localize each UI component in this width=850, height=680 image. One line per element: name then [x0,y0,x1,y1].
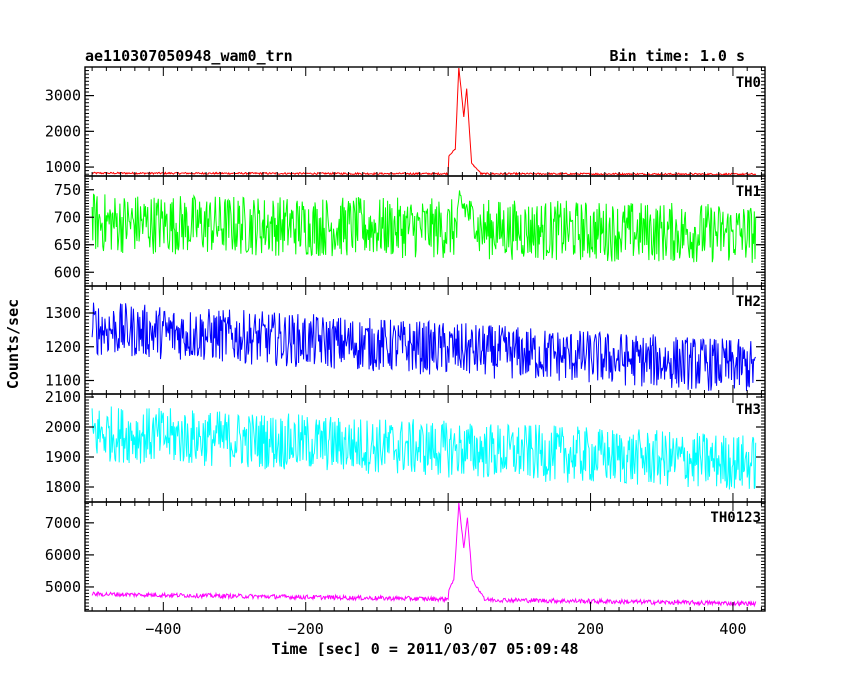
series-th0-line [91,68,757,175]
panel-label-th3: TH3 [736,402,761,418]
y-tick-label: 700 [54,208,81,226]
panel-th0: 1000 2000 3000 TH0 [45,66,766,177]
y-tick-label: 1900 [45,448,81,466]
panel-label-th2: TH2 [736,294,761,310]
y-tick-label: 3000 [45,87,81,105]
series-th0123-line [91,503,757,608]
x-tick-label: 200 [577,620,604,638]
y-tick-label: 600 [54,263,81,281]
y-tick-label: 1000 [45,158,81,176]
y-tick-label: 5000 [45,578,81,596]
series-th3-line [91,406,757,490]
x-tick-label: −200 [288,620,324,638]
x-axis-title: Time [sec] 0 = 2011/03/07 05:09:48 [271,640,578,658]
y-axis-title: Counts/sec [4,299,22,389]
series-th1-line [91,190,757,263]
x-tick-label: 400 [719,620,746,638]
panel-th0123: 5000 6000 7000 TH0123 [45,501,766,612]
x-tick-label: 0 [444,620,453,638]
y-tick-label: 6000 [45,546,81,564]
bin-time-label: Bin time: 1.0 s [610,47,745,65]
y-tick-label: 2100 [45,388,81,406]
panel-label-th1: TH1 [736,184,761,200]
panel-label-th0123: TH0123 [710,510,761,526]
y-tick-label: 1800 [45,478,81,496]
y-tick-label: 1300 [45,304,81,322]
y-tick-label: 2000 [45,122,81,140]
x-tick-label: −400 [145,620,181,638]
panel-frame [84,66,766,177]
y-tick-label: 2000 [45,418,81,436]
y-tick-label: 1200 [45,338,81,356]
chart-title: ae110307050948_wam0_trn [85,47,293,65]
panel-th3: 1800 1900 2000 2100 TH3 [45,388,766,503]
y-tick-label: 7000 [45,514,81,532]
panel-label-th0: TH0 [736,75,761,91]
y-tick-label: 650 [54,236,81,254]
y-tick-label: 750 [54,181,81,199]
series-th2-line [91,302,757,392]
y-tick-label: 1100 [45,372,81,390]
panel-th1: 600 650 700 750 TH1 [54,175,766,287]
panel-frame [84,501,766,612]
panel-th2: 1100 1200 1300 TH2 [45,285,766,395]
